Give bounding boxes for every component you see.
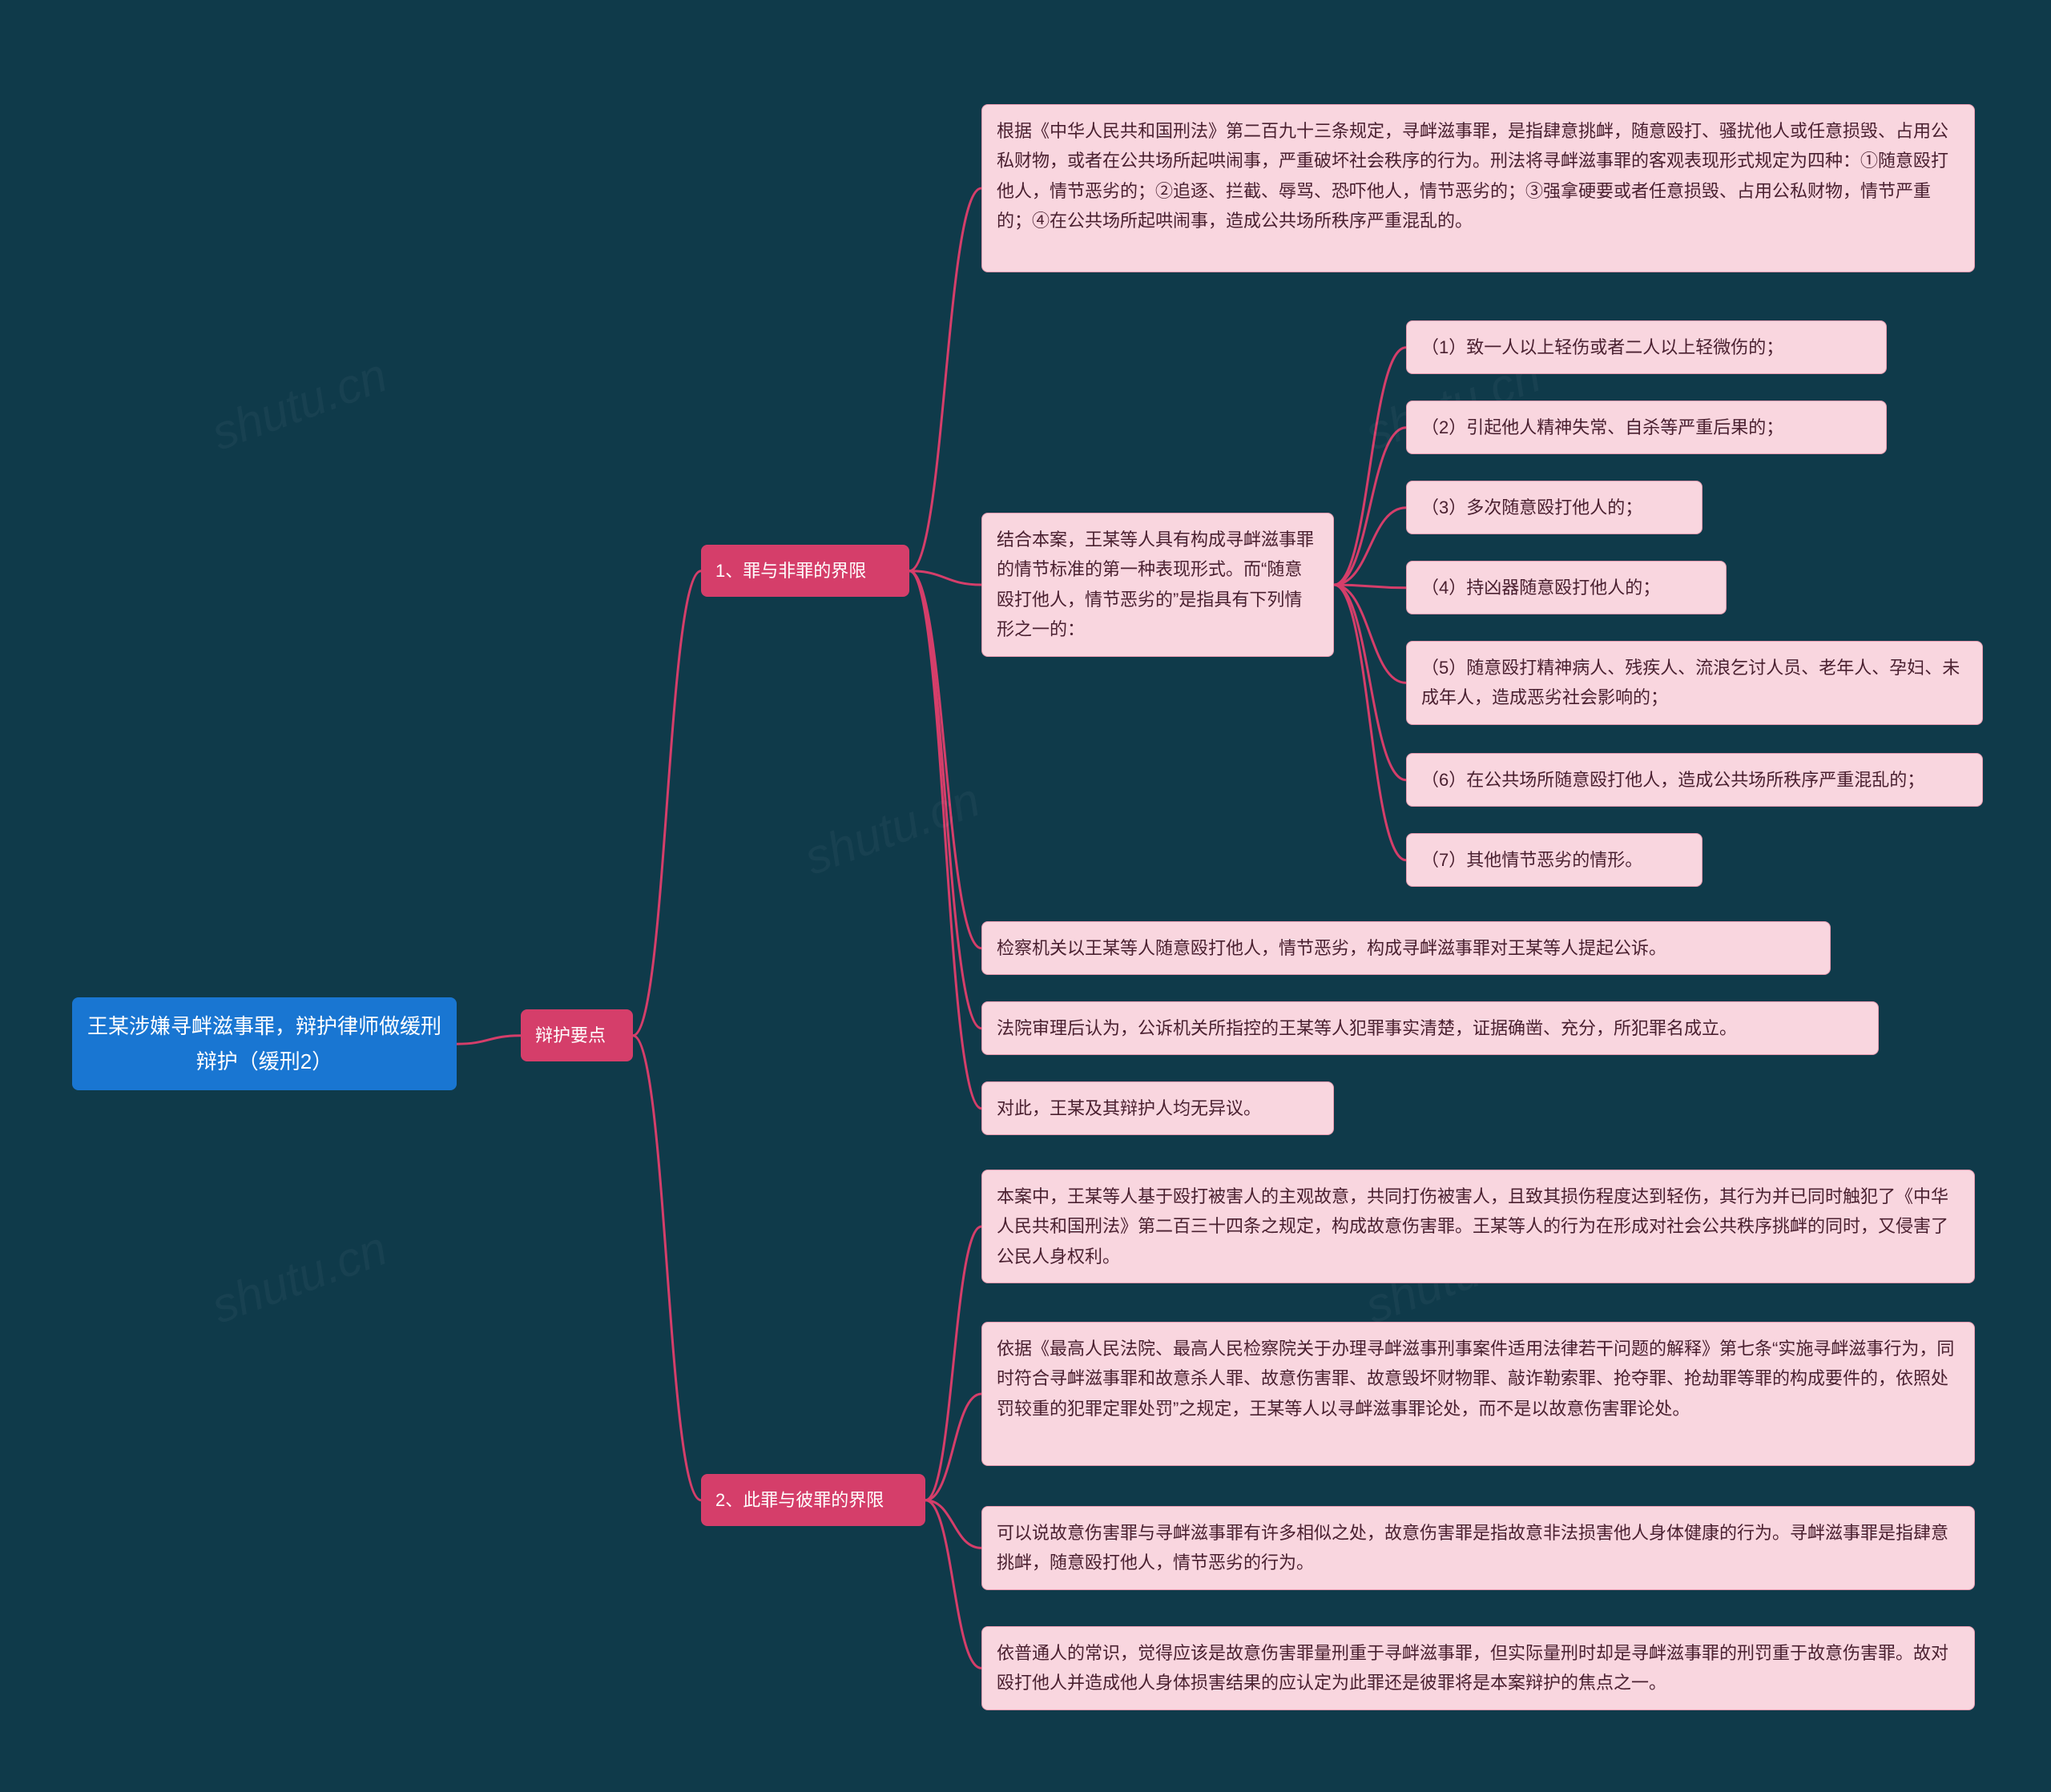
connector <box>1334 585 1406 780</box>
node-main: 辩护要点 <box>521 1009 633 1061</box>
node-s2_d: 依普通人的常识，觉得应该是故意伤害罪量刑重于寻衅滋事罪，但实际量刑时却是寻衅滋事… <box>981 1626 1975 1710</box>
connector <box>457 1036 521 1044</box>
node-s1_b6: （6）在公共场所随意殴打他人，造成公共场所秩序严重混乱的； <box>1406 753 1983 807</box>
connector <box>1334 585 1406 588</box>
connector <box>925 1394 981 1500</box>
connector <box>925 1500 981 1548</box>
node-s1_b4: （4）持凶器随意殴打他人的； <box>1406 561 1727 614</box>
connector <box>633 1036 701 1500</box>
node-s2_b: 依据《最高人民法院、最高人民检察院关于办理寻衅滋事刑事案件适用法律若干问题的解释… <box>981 1322 1975 1466</box>
connector <box>1334 428 1406 585</box>
node-root: 王某涉嫌寻衅滋事罪，辩护律师做缓刑辩护（缓刑2） <box>72 997 457 1090</box>
node-s1_e: 对此，王某及其辩护人均无异议。 <box>981 1081 1334 1135</box>
node-s1_c: 检察机关以王某等人随意殴打他人，情节恶劣，构成寻衅滋事罪对王某等人提起公诉。 <box>981 921 1831 975</box>
node-s1_b1: （1）致一人以上轻伤或者二人以上轻微伤的； <box>1406 320 1887 374</box>
connector <box>909 188 981 571</box>
connector <box>925 1226 981 1500</box>
node-s1_b2: （2）引起他人精神失常、自杀等严重后果的； <box>1406 401 1887 454</box>
node-s1_d: 法院审理后认为，公诉机关所指控的王某等人犯罪事实清楚，证据确凿、充分，所犯罪名成… <box>981 1001 1879 1055</box>
connector <box>1334 348 1406 585</box>
connector <box>909 571 981 1109</box>
node-s1_b7: （7）其他情节恶劣的情形。 <box>1406 833 1702 887</box>
node-s1_b3: （3）多次随意殴打他人的； <box>1406 481 1702 534</box>
node-s1_b: 结合本案，王某等人具有构成寻衅滋事罪的情节标准的第一种表现形式。而“随意殴打他人… <box>981 513 1334 657</box>
node-s2_c: 可以说故意伤害罪与寻衅滋事罪有许多相似之处，故意伤害罪是指故意非法损害他人身体健… <box>981 1506 1975 1590</box>
connector <box>1334 585 1406 860</box>
node-s1_b5: （5）随意殴打精神病人、残疾人、流浪乞讨人员、老年人、孕妇、未成年人，造成恶劣社… <box>1406 641 1983 725</box>
watermark: shutu.cn <box>797 771 987 885</box>
connector <box>1334 508 1406 585</box>
node-s1_a: 根据《中华人民共和国刑法》第二百九十三条规定，寻衅滋事罪，是指肆意挑衅，随意殴打… <box>981 104 1975 272</box>
watermark: shutu.cn <box>204 347 394 461</box>
node-sec2: 2、此罪与彼罪的界限 <box>701 1474 925 1526</box>
connector <box>909 571 981 585</box>
connector <box>1334 585 1406 683</box>
node-sec1: 1、罪与非罪的界限 <box>701 545 909 597</box>
connector <box>909 571 981 1029</box>
node-s2_a: 本案中，王某等人基于殴打被害人的主观故意，共同打伤被害人，且致其损伤程度达到轻伤… <box>981 1170 1975 1283</box>
connector <box>925 1500 981 1669</box>
connector <box>909 571 981 948</box>
connector <box>633 571 701 1036</box>
watermark: shutu.cn <box>204 1220 394 1334</box>
mindmap-canvas: shutu.cnshutu.cnshutu.cnshutu.cnshutu.cn… <box>0 0 2051 1792</box>
